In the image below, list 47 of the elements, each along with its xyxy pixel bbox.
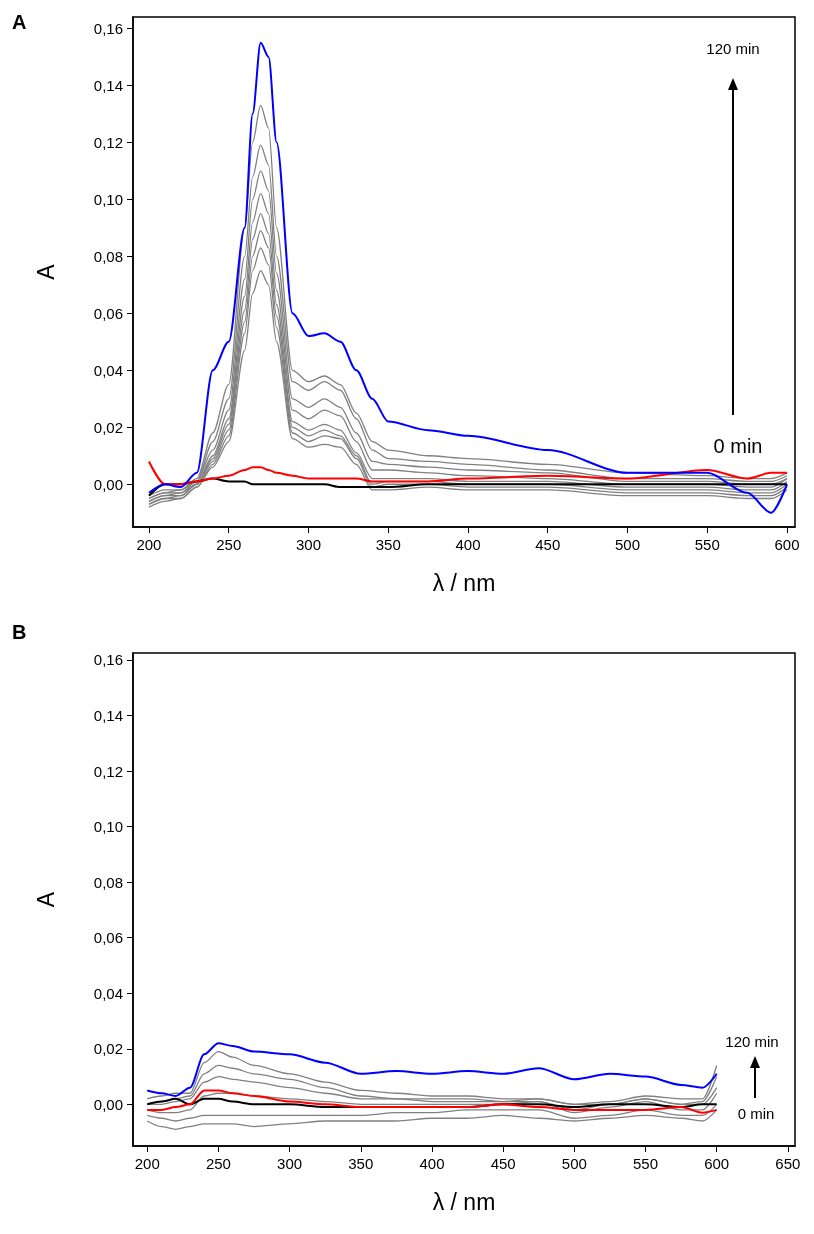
x-tick-label: 550 <box>694 536 720 553</box>
x-tick-label: 250 <box>205 1155 231 1172</box>
y-tick-label: 0,06 <box>93 929 123 947</box>
y-tick-label: 0,14 <box>93 76 123 94</box>
annotation: 0 min <box>713 435 763 457</box>
x-tick-label: 650 <box>775 1155 801 1172</box>
y-tick-label: 0,10 <box>93 190 123 208</box>
x-tick-label: 450 <box>535 536 561 553</box>
chart-title: A <box>12 11 27 33</box>
x-tick-label: 400 <box>455 536 481 553</box>
annotation: 0 min <box>737 1104 775 1122</box>
y-tick-label: 0,02 <box>93 1040 123 1058</box>
x-tick-label: 300 <box>295 536 321 553</box>
chart-title: B <box>12 621 27 643</box>
y-axis-title: A <box>32 891 59 908</box>
y-tick-label: 0,06 <box>93 304 123 322</box>
annotation: 120 min <box>725 1032 779 1050</box>
y-tick-label: 0,16 <box>93 19 123 37</box>
x-tick-label: 600 <box>774 536 800 553</box>
y-tick-label: 0,04 <box>93 361 123 379</box>
y-axis-title: A <box>32 263 59 280</box>
y-tick-label: 0,14 <box>93 706 123 724</box>
y-tick-label: 0,00 <box>93 475 123 493</box>
x-tick-label: 500 <box>614 536 641 553</box>
x-tick-label: 350 <box>375 536 401 553</box>
y-tick-label: 0,08 <box>93 247 123 265</box>
y-tick-label: 0,12 <box>93 762 123 780</box>
annotation: 120 min <box>706 39 760 57</box>
x-tick-label: 250 <box>216 536 242 553</box>
y-tick-label: 0,02 <box>93 418 123 436</box>
x-axis-title: λ / nm <box>432 1188 496 1215</box>
x-tick-label: 500 <box>561 1155 587 1172</box>
y-tick-label: 0,08 <box>93 873 123 891</box>
x-tick-label: 400 <box>419 1155 445 1172</box>
x-tick-label: 550 <box>633 1155 659 1172</box>
x-tick-label: 350 <box>348 1155 374 1172</box>
x-tick-label: 200 <box>136 536 162 553</box>
y-tick-label: 0,10 <box>93 818 123 836</box>
x-tick-label: 300 <box>277 1155 303 1172</box>
x-tick-label: 450 <box>490 1155 516 1172</box>
y-tick-label: 0,00 <box>93 1095 123 1113</box>
y-tick-label: 0,12 <box>93 133 123 151</box>
x-axis-title: λ / nm <box>432 569 496 596</box>
y-tick-label: 0,04 <box>93 984 123 1002</box>
x-tick-label: 600 <box>704 1155 730 1172</box>
y-tick-label: 0,16 <box>93 651 123 669</box>
x-tick-label: 200 <box>134 1155 160 1172</box>
